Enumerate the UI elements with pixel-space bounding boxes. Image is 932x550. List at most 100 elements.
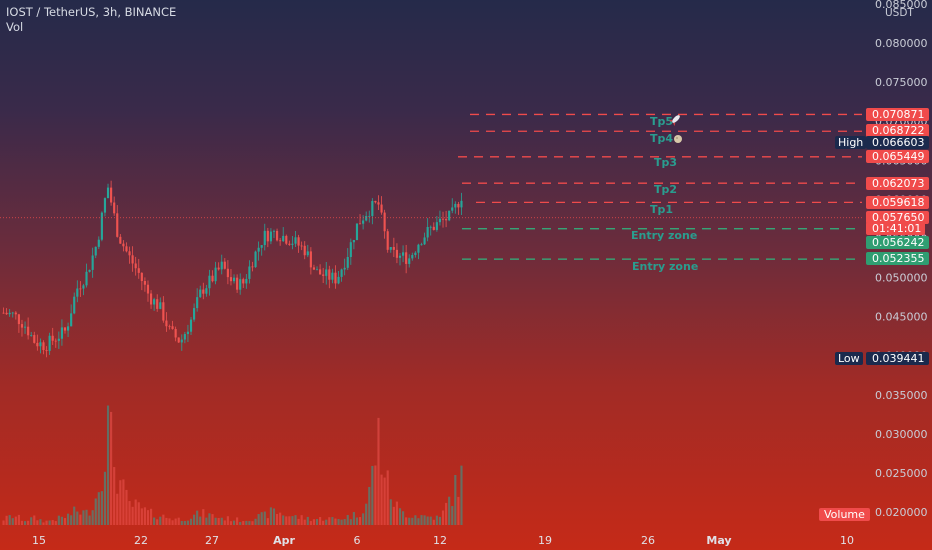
date-tick-label: 6	[354, 534, 361, 547]
candle-body	[245, 278, 248, 284]
candle-body	[79, 288, 82, 290]
candle-body	[97, 239, 100, 247]
candle-body	[260, 245, 263, 248]
volume-bar	[125, 489, 128, 525]
candle-body	[232, 277, 236, 282]
volume-bar	[131, 506, 134, 525]
candle-body	[236, 277, 239, 290]
candle-body	[441, 218, 445, 220]
candle-body	[134, 263, 137, 269]
candle-body	[285, 235, 288, 244]
candle-body	[137, 268, 140, 273]
volume-bar	[405, 517, 408, 525]
level-lines	[0, 113, 862, 260]
volume-bar	[383, 477, 386, 525]
volume-bar	[352, 512, 355, 525]
level-annotation-label: Tp1	[650, 203, 673, 216]
candle-body	[208, 275, 211, 289]
candle-body	[11, 312, 14, 314]
volume-bar	[73, 506, 76, 525]
low-label: Low	[835, 352, 863, 365]
candle-body	[322, 274, 325, 276]
volume-bar	[254, 518, 257, 525]
volume-bar	[165, 517, 168, 525]
volume-bar	[183, 521, 186, 525]
date-tick-label: 15	[32, 534, 46, 547]
volume-bar	[457, 496, 460, 525]
volume-bar	[48, 520, 51, 525]
level-annotation-label: Tp3	[654, 156, 677, 169]
date-tick-label: 12	[433, 534, 447, 547]
price-tick-label: 0.030000	[875, 428, 928, 441]
volume-bar	[60, 516, 64, 525]
volume-bar	[315, 519, 319, 525]
candle-body	[374, 200, 377, 203]
candle-body	[395, 249, 398, 258]
volume-bar	[134, 499, 137, 525]
price-tick-label: 0.080000	[875, 37, 928, 50]
volume-bar	[426, 516, 429, 525]
volume-bar	[63, 518, 67, 525]
volume-bar	[460, 465, 463, 525]
candle-body	[315, 269, 319, 271]
volume-bar	[334, 518, 337, 525]
candle-body	[417, 244, 420, 253]
volume-bar	[91, 510, 94, 525]
price-label: 0.070871	[866, 108, 929, 121]
candle-body	[180, 339, 183, 343]
candle-body	[432, 226, 435, 230]
volume-bar	[211, 514, 214, 525]
candle-body	[229, 277, 233, 282]
candle-body	[362, 220, 365, 224]
volume-bar	[103, 471, 107, 525]
level-annotation-label: Entry zone	[632, 260, 698, 273]
volume-bar	[408, 517, 411, 525]
date-tick-label: May	[706, 534, 731, 547]
candle-body	[242, 279, 245, 284]
volume-bar	[208, 513, 211, 525]
candle-body	[457, 203, 460, 208]
candle-body	[122, 243, 125, 247]
volume-bar	[386, 470, 389, 525]
candle-body	[460, 200, 463, 208]
candle-body	[214, 267, 217, 282]
volume-bar	[322, 520, 325, 525]
volume-bar	[417, 518, 420, 525]
candle-body	[30, 335, 33, 336]
high-label: High	[835, 136, 867, 149]
volume-bar	[196, 510, 199, 525]
candle-body	[349, 242, 352, 257]
time-axis: 15 22 27 Apr 6 12 19 26 May 10	[32, 534, 854, 547]
candle-body	[211, 275, 214, 282]
volume-bar	[30, 517, 33, 525]
volume-bar	[275, 513, 279, 525]
volume-bar	[223, 520, 226, 525]
candle-body	[183, 334, 186, 340]
candle-body	[248, 266, 251, 279]
price-tick-label: 0.085000	[875, 0, 928, 11]
price-label: 0.052355	[866, 252, 929, 265]
candle-body	[146, 284, 150, 294]
volume-bar	[297, 518, 300, 525]
candle-body	[76, 288, 79, 297]
candle-body	[63, 327, 67, 331]
volume-bar	[454, 474, 457, 525]
volume-bar	[242, 521, 245, 525]
volume-bar	[33, 515, 36, 525]
candle-body	[377, 202, 380, 205]
candle-body	[156, 299, 159, 309]
volume-bar	[395, 501, 398, 525]
volume-bar	[128, 501, 131, 525]
volume-bar	[220, 517, 223, 525]
volume-bar	[423, 515, 426, 525]
candle-body	[131, 255, 134, 264]
candlestick-series	[2, 180, 463, 358]
candle-body	[116, 213, 119, 237]
moon-icon	[674, 135, 682, 143]
candle-body	[294, 237, 297, 244]
volume-bar	[193, 514, 196, 525]
date-tick-label: Apr	[273, 534, 295, 547]
level-annotation-label: Entry zone	[631, 229, 697, 242]
candle-body	[205, 288, 208, 294]
